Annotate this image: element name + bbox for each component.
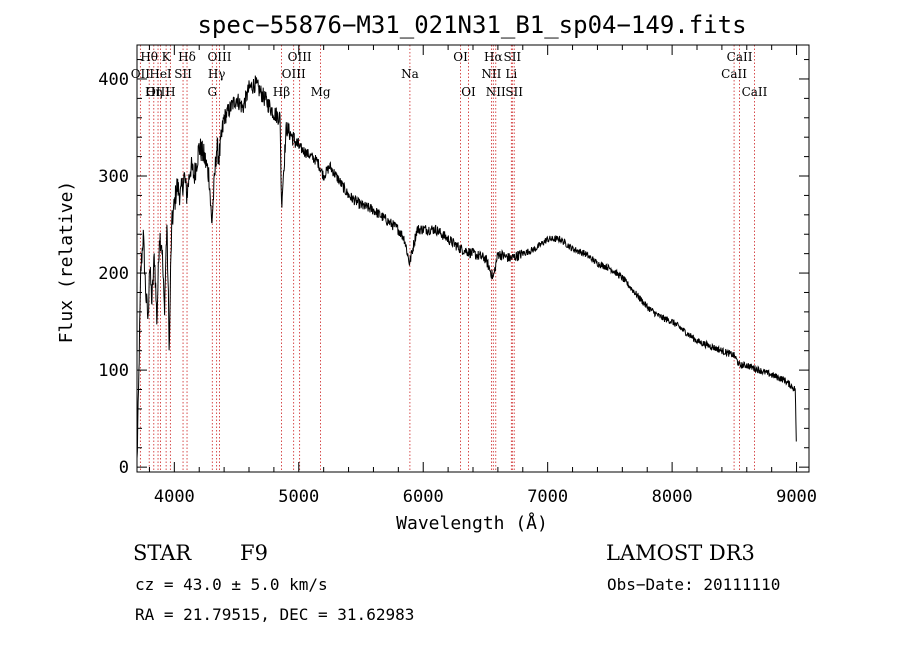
y-tick-label: 0 <box>119 458 129 478</box>
spectral-line-label: Hα <box>484 50 503 64</box>
x-tick-label: 6000 <box>403 487 444 507</box>
spectrum-series-line <box>136 75 797 459</box>
spectral-line-label: OIII <box>207 50 231 64</box>
x-tick-label: 5000 <box>278 487 319 507</box>
x-axis-ticks: 4000 5000 6000 7000 8000 9000 <box>148 45 817 507</box>
spectral-line-label: OIII <box>146 85 170 99</box>
spectral-line-label: Na <box>401 67 419 81</box>
x-tick-label: 4000 <box>154 487 195 507</box>
observation-date: Obs−Date: 20111110 <box>607 575 780 594</box>
spectral-line-label: OIII <box>282 67 306 81</box>
spectral-line-label: OI <box>453 50 468 64</box>
coordinates: RA = 21.79515, DEC = 31.62983 <box>135 605 414 624</box>
y-tick-label: 100 <box>98 361 129 381</box>
x-tick-label: 8000 <box>652 487 693 507</box>
y-tick-label: 400 <box>98 70 129 90</box>
x-tick-label: 7000 <box>527 487 568 507</box>
redshift-value: cz = 43.0 ± 5.0 km/s <box>135 575 328 594</box>
object-class: STAR <box>133 541 192 565</box>
y-axis-label: Flux (relative) <box>56 181 77 344</box>
y-tick-label: 200 <box>98 264 129 284</box>
spectral-line-labels: Hθ OII OIII K HeI Hη SII H Hδ OIII Hγ G Hβ OIII OIII Mg… <box>131 50 768 99</box>
spectral-line-label: G <box>207 85 217 99</box>
chart-title: spec−55876−M31_021N31_B1_sp04−149.fits <box>197 11 746 39</box>
spectral-line-label: Hθ <box>140 50 158 64</box>
spectral-line-label: CaII <box>742 85 768 99</box>
survey-name: LAMOST DR3 <box>606 541 755 565</box>
spectral-line-label: OIII <box>288 50 312 64</box>
spectral-line-label: NII <box>486 85 506 99</box>
spectral-line-label: Hη <box>145 85 163 99</box>
y-tick-label: 300 <box>98 167 129 187</box>
spectral-line-label: Hβ <box>273 85 290 99</box>
x-tick-label: 9000 <box>776 487 817 507</box>
spectral-line-label: CaII <box>721 67 747 81</box>
spectral-line-label: SII <box>503 50 521 64</box>
spectral-line-label: Mg <box>311 85 331 99</box>
spectral-line-label: K <box>162 50 172 64</box>
spectral-line-label: CaII <box>727 50 753 64</box>
plot-frame <box>136 44 810 473</box>
x-axis-label: Wavelength (Å) <box>396 512 548 534</box>
spectral-line-label: OI <box>461 85 476 99</box>
spectral-line-label: NII <box>481 67 501 81</box>
spectral-line-label: HeI <box>149 67 172 81</box>
spectral-line-label: H <box>165 85 175 99</box>
y-axis-ticks: 0 100 200 300 400 <box>98 59 809 478</box>
spectral-line-label: Li <box>505 67 517 81</box>
spectral-line-label: SII <box>505 85 523 99</box>
spectral-line-label: Hδ <box>178 50 196 64</box>
spectral-line-label: Hγ <box>208 67 226 81</box>
spectral-line-label: SII <box>174 67 192 81</box>
spectral-line-label: OII <box>131 67 151 81</box>
object-subclass: F9 <box>240 541 268 565</box>
